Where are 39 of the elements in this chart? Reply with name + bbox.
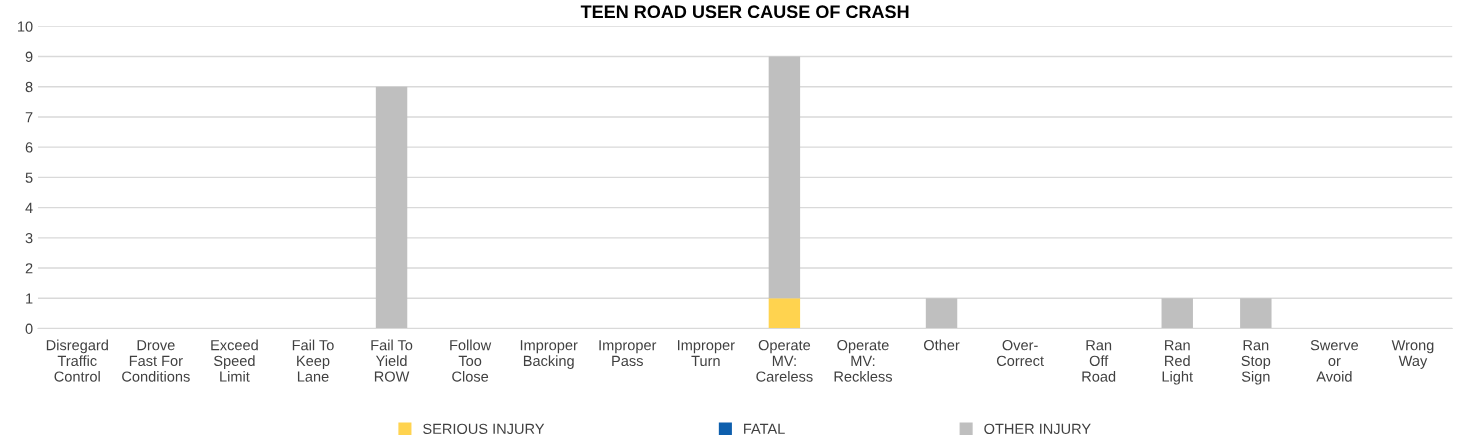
y-tick-label: 8: [25, 81, 33, 93]
x-tick-label: Other: [923, 339, 960, 351]
y-tick-label: 2: [25, 263, 33, 274]
bar: [1240, 298, 1272, 329]
x-tick-label: Operate MV: Careless: [756, 340, 813, 382]
y-tick-label: 0: [25, 323, 33, 334]
x-tick-label: Follow Too Close: [450, 339, 492, 382]
y-tick-label: 6: [25, 142, 33, 153]
x-tick-label: Over- Correct: [996, 340, 1044, 367]
y-tick-label: 9: [25, 51, 33, 62]
x-tick-label: Exceed Speed Limit: [211, 339, 258, 382]
x-tick-label: Wrong Way: [1391, 340, 1434, 369]
x-tick-label: Ran Red Light: [1162, 340, 1193, 385]
bar: [768, 298, 801, 329]
y-tick-label: 5: [25, 172, 33, 183]
x-tick-label: Improper Turn: [678, 340, 735, 367]
x-tick-label: Operate MV: Reckless: [834, 340, 893, 382]
y-tick-label: 10: [18, 21, 33, 32]
x-tick-label: Ran Stop Sign: [1241, 340, 1271, 385]
x-tick-label: Ran Off Road: [1082, 340, 1116, 382]
bar: [925, 298, 958, 329]
legend-label: FATAL: [744, 423, 785, 434]
x-tick-label: Drove Fast For Conditions: [122, 340, 190, 382]
legend-label: OTHER INJURY: [984, 423, 1091, 435]
y-tick-label: 7: [25, 112, 33, 123]
legend-label: SERIOUS INJURY: [423, 423, 545, 435]
x-tick-label: Improper Backing: [520, 340, 578, 369]
y-tick-label: 3: [25, 232, 33, 244]
bar: [375, 86, 408, 329]
x-tick-label: Swerve or Avoid: [1310, 340, 1359, 382]
bar: [768, 56, 801, 299]
y-tick-label: 1: [26, 293, 33, 304]
chart-title: TEEN ROAD USER CAUSE OF CRASH: [580, 5, 909, 19]
x-tick-label: Fail To Yield ROW: [371, 339, 413, 382]
bar: [1161, 298, 1193, 329]
x-tick-label: Disregard Traffic Control: [46, 339, 108, 382]
y-tick-label: 4: [25, 202, 33, 213]
x-tick-label: Fail To Keep Lane: [292, 339, 334, 382]
x-tick-label: Improper Pass: [599, 340, 657, 367]
